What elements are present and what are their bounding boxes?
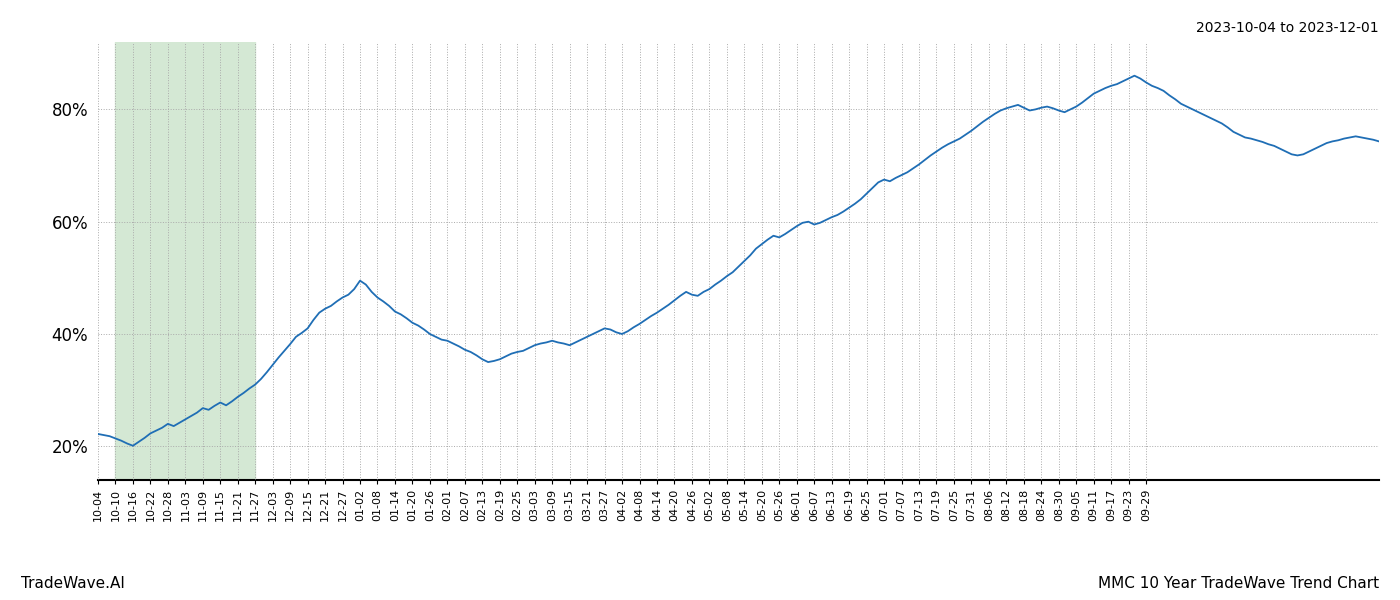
Text: 2023-10-04 to 2023-12-01: 2023-10-04 to 2023-12-01: [1197, 21, 1379, 35]
Text: MMC 10 Year TradeWave Trend Chart: MMC 10 Year TradeWave Trend Chart: [1098, 576, 1379, 591]
Bar: [115, 42, 255, 480]
Text: TradeWave.AI: TradeWave.AI: [21, 576, 125, 591]
